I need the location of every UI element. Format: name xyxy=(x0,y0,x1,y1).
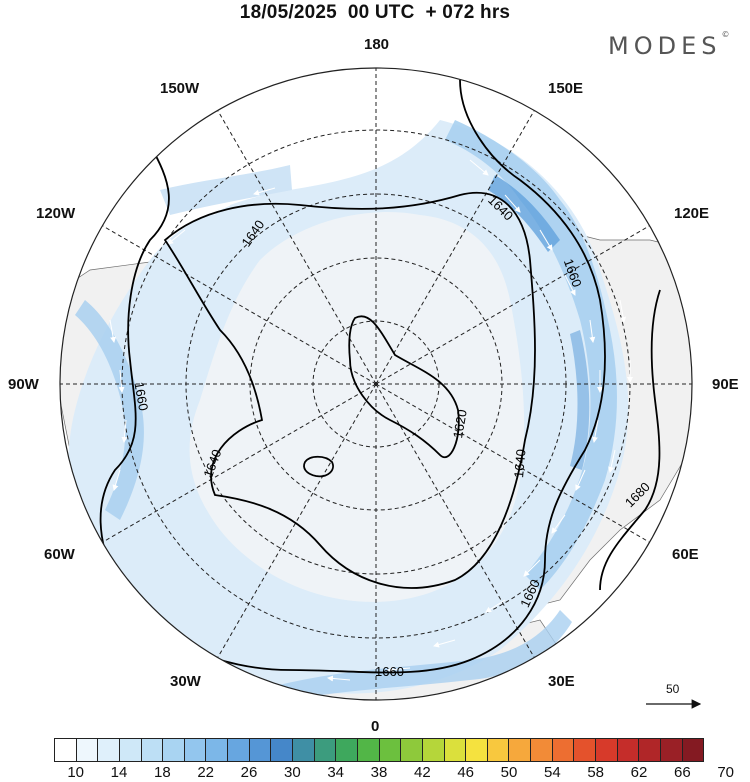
colorbar-swatch xyxy=(163,739,185,761)
colorbar-tick-label: 42 xyxy=(413,764,431,781)
colorbar-swatch xyxy=(444,739,467,761)
jet-core-strong-2 xyxy=(570,330,590,470)
colorbar-swatch xyxy=(660,739,683,761)
lon-label-60e: 60E xyxy=(672,546,699,563)
lon-label-120w: 120W xyxy=(36,205,76,222)
colorbar-tick-label: 22 xyxy=(197,764,214,781)
colorbar-swatch xyxy=(119,739,142,761)
contour-1640-outer xyxy=(163,191,536,589)
colorbar-swatch xyxy=(55,739,77,761)
colorbar-swatch xyxy=(552,739,575,761)
colorbar-tick-label: 38 xyxy=(370,764,388,781)
colorbar-tick-label: 50 xyxy=(500,764,518,781)
colorbar-tick-label: 54 xyxy=(543,764,561,781)
lon-label-0: 0 xyxy=(371,718,380,735)
colorbar-swatch xyxy=(249,739,272,761)
copyright-mark: © xyxy=(721,30,730,39)
colorbar-swatch xyxy=(639,739,661,761)
colorbar-tick-label: 26 xyxy=(240,764,258,781)
lon-label-60w: 60W xyxy=(44,546,75,563)
colorbar xyxy=(54,738,704,762)
colorbar-tick-label: 14 xyxy=(110,764,128,781)
contour-label: 1620 xyxy=(450,408,470,439)
colorbar-swatch xyxy=(184,739,207,761)
colorbar-swatch xyxy=(206,739,229,761)
jet-core-atlantic-2 xyxy=(260,610,572,700)
lon-label-90e: 90E xyxy=(712,376,739,393)
colorbar-tick-label: 34 xyxy=(327,764,344,781)
contour-1620 xyxy=(348,315,460,458)
colorbar-swatch xyxy=(401,739,423,761)
jet-core-atlantic xyxy=(75,300,144,520)
lon-label-150w: 150W xyxy=(160,80,200,97)
lon-label-30w: 30W xyxy=(170,673,201,690)
reference-vector-arrow xyxy=(646,699,702,709)
colorbar-swatch xyxy=(336,739,358,761)
map-border xyxy=(59,67,693,701)
brand-text: MODES xyxy=(608,32,722,60)
colorbar-swatch xyxy=(293,739,315,761)
lon-label-120e: 120E xyxy=(674,205,710,222)
colorbar-tick-label: 70 xyxy=(717,764,734,781)
colorbar-tick-label: 30 xyxy=(283,764,301,781)
colorbar-swatch xyxy=(76,739,99,761)
colorbar-swatch xyxy=(314,739,337,761)
colorbar-swatch xyxy=(574,739,597,761)
contour-closed-small xyxy=(303,455,334,478)
colorbar-tick-label: 18 xyxy=(153,764,171,781)
colorbar-swatch xyxy=(617,739,640,761)
colorbar-swatch xyxy=(466,739,488,761)
colorbar-swatch xyxy=(596,739,618,761)
colorbar-swatch xyxy=(487,739,510,761)
colorbar-swatch xyxy=(531,739,553,761)
colorbar-tick-label: 58 xyxy=(587,764,604,781)
lon-label-30e: 30E xyxy=(548,673,575,690)
colorbar-tick-label: 10 xyxy=(67,764,84,781)
colorbar-swatch xyxy=(228,739,250,761)
contour-label: 1640 xyxy=(511,448,528,478)
brand-logo: MODES© xyxy=(608,30,730,60)
colorbar-tick-label: 66 xyxy=(673,764,691,781)
contour-label: 1660 xyxy=(131,381,151,412)
colorbar-swatch xyxy=(271,739,294,761)
lon-label-150e: 150E xyxy=(548,80,584,97)
lon-label-90w: 90W xyxy=(8,376,39,393)
colorbar-swatch xyxy=(98,739,120,761)
reference-vector-label: 50 xyxy=(666,682,680,696)
colorbar-swatch xyxy=(141,739,164,761)
colorbar-swatch xyxy=(509,739,532,761)
wind-vectors xyxy=(109,149,633,696)
colorbar-tick-label: 46 xyxy=(457,764,474,781)
jet-band-inner-cut xyxy=(189,212,525,602)
contour-1660 xyxy=(99,79,606,674)
lon-label-180: 180 xyxy=(364,36,390,53)
colorbar-swatch xyxy=(682,739,704,761)
height-contours xyxy=(99,79,661,674)
colorbar-swatch xyxy=(422,739,445,761)
map-title: 18/05/2025 00 UTC + 072 hrs xyxy=(239,2,511,23)
colorbar-swatch xyxy=(379,739,402,761)
contour-1680 xyxy=(599,289,661,591)
contour-label: 1660 xyxy=(375,664,404,679)
colorbar-swatch xyxy=(357,739,380,761)
jet-band-120w xyxy=(160,165,292,215)
polar-map: 1640 1640 1660 1660 1640 1620 1640 1660 … xyxy=(59,67,693,701)
colorbar-tick-label: 62 xyxy=(630,764,648,781)
graticule xyxy=(60,68,692,700)
